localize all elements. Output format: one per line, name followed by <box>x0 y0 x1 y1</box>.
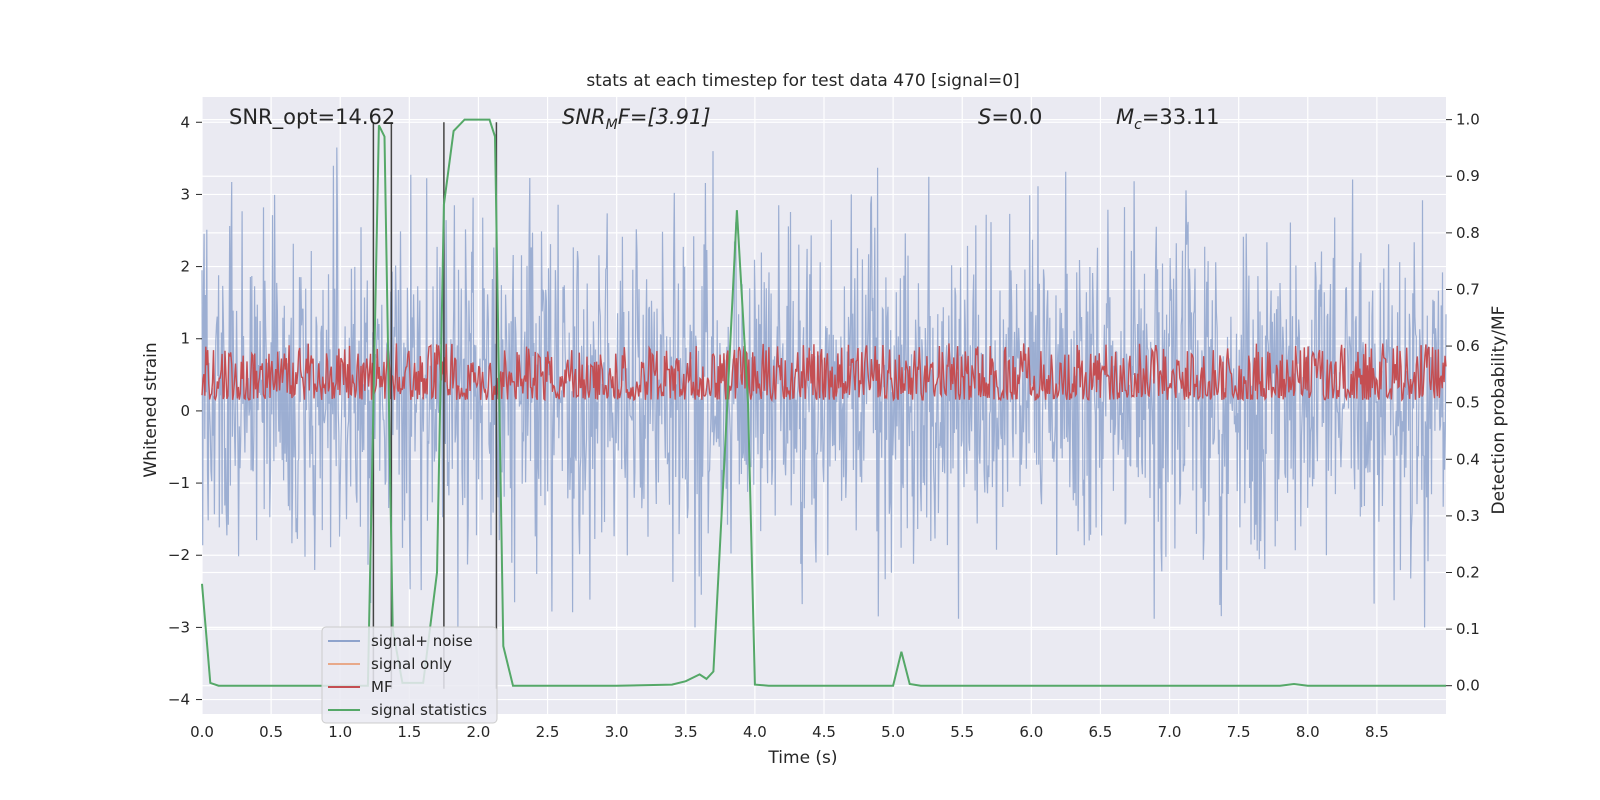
x-axis-label: Time (s) <box>767 748 837 768</box>
y-right-tick-label: 0.2 <box>1456 563 1480 581</box>
legend-label-signal-only: signal only <box>371 655 452 673</box>
signal-statistics-line <box>201 118 1446 687</box>
y-right-tick-label: 0.3 <box>1456 507 1480 525</box>
y-right-tick-label: 1.0 <box>1456 111 1480 129</box>
x-tick-label: 3.5 <box>674 723 698 741</box>
x-tick-label: 1.5 <box>397 723 421 741</box>
y-right-tick-label: 0.8 <box>1456 224 1480 242</box>
y-left-tick-label: −4 <box>168 691 190 709</box>
series-signal-noise <box>201 147 1447 628</box>
chart-title: stats at each timestep for test data 470… <box>586 71 1019 91</box>
x-tick-label: 8.0 <box>1296 723 1320 741</box>
signal-noise-line <box>201 147 1447 628</box>
annotation-mc: Mc=33.11 <box>1116 105 1220 133</box>
x-tick-label: 4.0 <box>743 723 767 741</box>
annotation-s-var: S <box>978 105 991 129</box>
annotation-snr-mf-rest: F=[3.91] <box>618 105 711 129</box>
annotation-mc-var: M <box>1116 105 1134 129</box>
annotation-snr-opt: SNR_opt=14.62 <box>229 105 395 130</box>
y-right-tick-label: 0.0 <box>1456 677 1480 695</box>
y-left-tick-label: 0 <box>180 402 190 420</box>
annotation-snr-mf-main: SNR <box>562 105 606 129</box>
x-tick-label: 5.0 <box>881 723 905 741</box>
x-tick-label: 4.5 <box>812 723 836 741</box>
x-tick-label: 1.0 <box>328 723 352 741</box>
annotation-s: S=0.0 <box>978 105 1042 129</box>
annotation-mc-sub: c <box>1134 117 1142 133</box>
legend-label-signal-statistics: signal statistics <box>371 701 487 719</box>
x-tick-label: 0.5 <box>259 723 283 741</box>
x-tick-label: 5.5 <box>950 723 974 741</box>
legend-label-mf: MF <box>371 678 393 696</box>
y-right-tick-label: 0.1 <box>1456 620 1480 638</box>
x-tick-label: 6.0 <box>1019 723 1043 741</box>
y-right-tick-label: 0.7 <box>1456 280 1480 298</box>
x-tick-label: 8.5 <box>1365 723 1389 741</box>
x-tick-label: 2.0 <box>467 723 491 741</box>
annotation-s-val: =0.0 <box>991 105 1042 129</box>
annotation-mc-val: =33.11 <box>1142 105 1220 129</box>
legend: signal+ noise signal only MF signal stat… <box>321 626 498 724</box>
x-tick-label: 7.5 <box>1227 723 1251 741</box>
x-tick-label: 2.5 <box>536 723 560 741</box>
y-left-tick-label: −1 <box>168 474 190 492</box>
y-right-tick-label: 0.9 <box>1456 167 1480 185</box>
y-axis-left-label: Whitened strain <box>141 342 161 477</box>
annotation-snr-mf: SNRMF=[3.91] <box>562 105 711 133</box>
series-mf <box>201 343 1447 403</box>
x-tick-label: 6.5 <box>1089 723 1113 741</box>
legend-box <box>321 626 498 724</box>
y-left-tick-label: 4 <box>180 113 190 131</box>
axes: 0.0 0.5 1.0 1.5 2.0 2.5 3.0 3.5 4.0 4.5 5.0 5.5 6.0 6… <box>168 111 1480 741</box>
y-left-tick-label: 2 <box>180 258 190 276</box>
legend-label-signal-noise: signal+ noise <box>371 632 473 650</box>
y-right-tick-label: 0.6 <box>1456 337 1480 355</box>
series-signal-statistics <box>201 118 1446 687</box>
y-left-tick-label: −3 <box>168 618 190 636</box>
x-tick-label: 0.0 <box>190 723 214 741</box>
mf-line <box>201 343 1447 403</box>
y-left-tick-label: 3 <box>180 185 190 203</box>
y-right-tick-label: 0.4 <box>1456 450 1480 468</box>
annotation-snr-mf-sub: M <box>606 117 618 133</box>
x-tick-label: 3.0 <box>605 723 629 741</box>
x-tick-label: 7.0 <box>1158 723 1182 741</box>
y-axis-right-label: Detection probability/MF <box>1489 306 1509 515</box>
y-left-tick-label: −2 <box>168 546 190 564</box>
y-right-tick-label: 0.5 <box>1456 394 1480 412</box>
y-left-tick-label: 1 <box>180 330 190 348</box>
